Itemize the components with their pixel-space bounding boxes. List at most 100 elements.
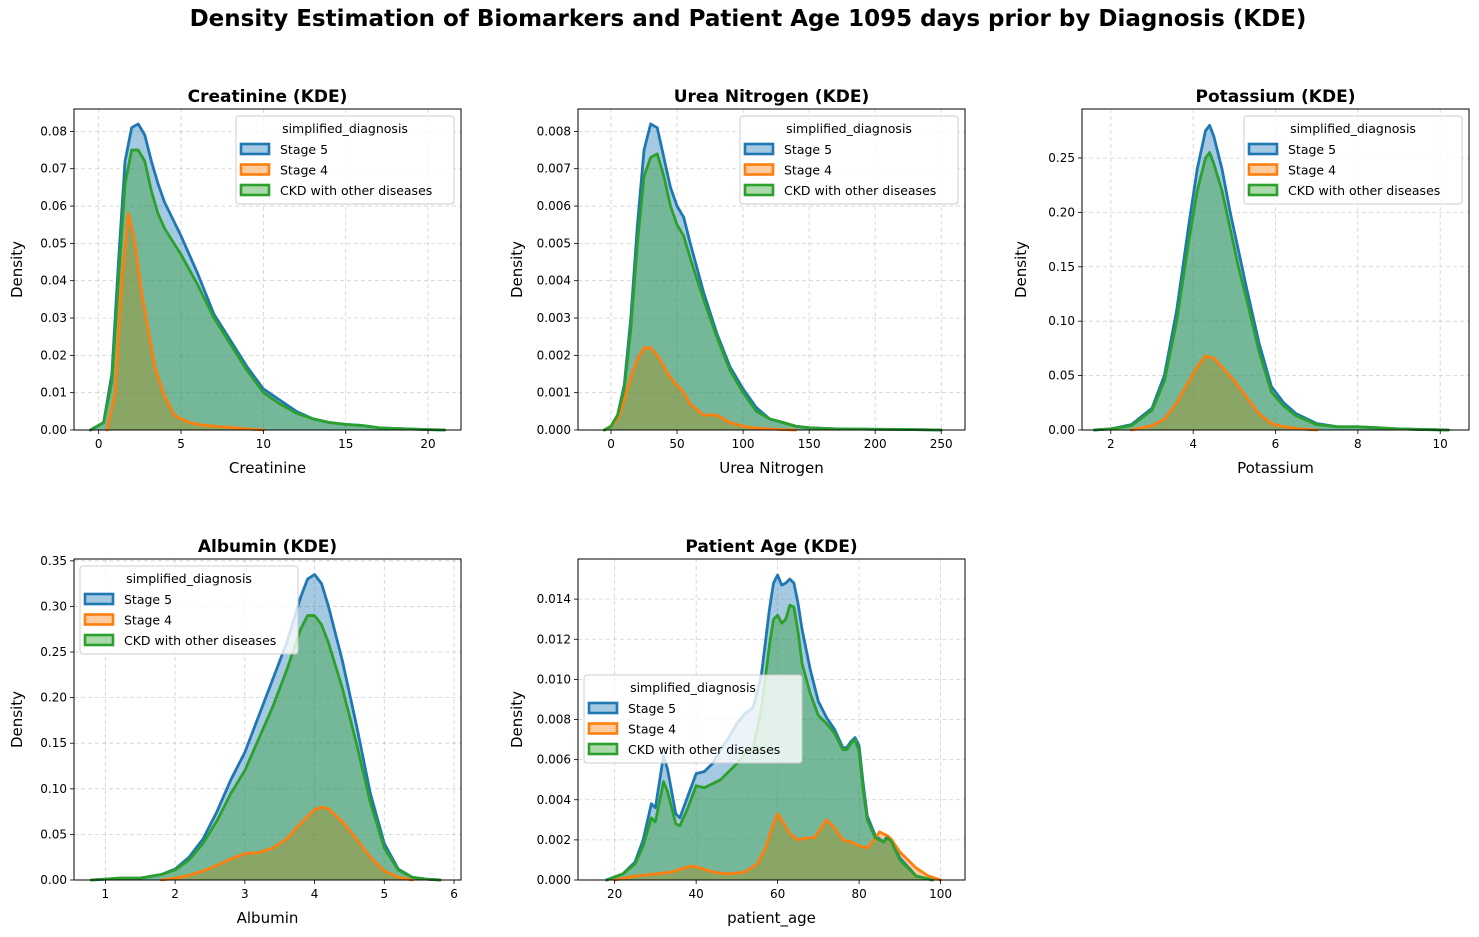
y-tick-label: 0.05 — [1048, 369, 1075, 383]
x-tick-label: 2 — [1107, 437, 1115, 451]
legend: simplified_diagnosis Stage 5 Stage 4 CKD wi… — [584, 675, 802, 763]
y-ticks: 0.000.050.100.150.200.25 — [1048, 151, 1082, 437]
legend-entry-label: CKD with other diseases — [124, 633, 276, 648]
series-area-3 — [91, 616, 440, 880]
x-tick-label: 10 — [256, 437, 271, 451]
x-tick-label: 6 — [1272, 437, 1280, 451]
legend-entry-label: Stage 4 — [628, 722, 676, 737]
legend-swatch — [85, 635, 113, 645]
y-tick-label: 0.006 — [537, 199, 571, 213]
legend-swatch — [589, 744, 617, 754]
y-tick-label: 0.007 — [537, 162, 571, 176]
x-axis-label: Albumin — [237, 909, 299, 927]
x-tick-label: 200 — [864, 437, 887, 451]
y-tick-label: 0.004 — [537, 793, 571, 807]
figure-title: Density Estimation of Biomarkers and Pat… — [0, 6, 1479, 32]
y-tick-label: 0.20 — [40, 691, 67, 705]
y-ticks: 0.00 0.01 0.02 0.03 0.04 0.05 0.06 0.07 0.08 — [40, 124, 74, 437]
y-tick-label: 0.003 — [537, 311, 571, 325]
x-ticks: 2 4 6 8 10 — [1107, 430, 1448, 451]
y-tick-label: 0.25 — [40, 645, 67, 659]
x-tick-label: 20 — [420, 437, 435, 451]
legend-entry-label: Stage 5 — [784, 142, 832, 157]
y-tick-label: 0.008 — [537, 124, 571, 138]
y-tick-label: 0.08 — [40, 124, 67, 138]
y-tick-label: 0.10 — [1048, 314, 1075, 328]
y-tick-label: 0.15 — [40, 736, 67, 750]
y-tick-label: 0.01 — [40, 386, 67, 400]
legend: simplified_diagnosis Stage 5 Stage 4 CKD wi… — [1244, 116, 1462, 204]
y-tick-label: 0.014 — [537, 592, 571, 606]
legend-entry-label: Stage 4 — [1288, 163, 1336, 178]
legend-swatch — [241, 165, 269, 175]
x-tick-label: 250 — [930, 437, 953, 451]
legend-swatch — [1249, 165, 1277, 175]
x-axis-label: Potassium — [1237, 459, 1314, 477]
y-tick-label: 0.20 — [1048, 205, 1075, 219]
legend-entry-label: Stage 5 — [628, 701, 676, 716]
y-axis-label: Density — [508, 691, 526, 748]
y-tick-label: 0.012 — [537, 632, 571, 646]
legend-title: simplified_diagnosis — [1290, 121, 1416, 136]
x-ticks: 0 5 10 15 20 — [95, 430, 436, 451]
x-tick-label: 0 — [95, 437, 103, 451]
y-tick-label: 0.02 — [40, 348, 67, 362]
x-tick-label: 3 — [241, 887, 249, 901]
x-tick-label: 6 — [450, 887, 458, 901]
y-axis-label: Density — [8, 691, 26, 748]
y-ticks: 0.0000.0020.0040.0060.0080.0100.0120.014 — [537, 592, 578, 887]
legend-title: simplified_diagnosis — [630, 680, 756, 695]
y-tick-label: 0.04 — [40, 274, 67, 288]
legend-entry-label: CKD with other diseases — [628, 742, 780, 757]
y-tick-label: 0.05 — [40, 827, 67, 841]
x-tick-label: 150 — [798, 437, 821, 451]
y-tick-label: 0.002 — [537, 348, 571, 362]
y-axis-label: Density — [8, 241, 26, 298]
legend: simplified_diagnosis Stage 5 Stage 4 CKD wi… — [80, 566, 298, 654]
y-tick-label: 0.010 — [537, 672, 571, 686]
chart-title: Creatinine (KDE) — [188, 87, 348, 107]
x-tick-label: 2 — [171, 887, 179, 901]
x-tick-label: 60 — [770, 887, 785, 901]
legend-swatch — [745, 185, 773, 195]
y-tick-label: 0.05 — [40, 236, 67, 250]
x-tick-label: 10 — [1433, 437, 1448, 451]
legend-swatch — [85, 615, 113, 625]
legend-swatch — [241, 185, 269, 195]
legend-entry-label: Stage 5 — [280, 142, 328, 157]
y-tick-label: 0.005 — [537, 236, 571, 250]
x-tick-label: 100 — [732, 437, 755, 451]
legend-entry-label: Stage 4 — [124, 613, 172, 628]
y-tick-label: 0.10 — [40, 782, 67, 796]
legend-entry-label: Stage 5 — [124, 592, 172, 607]
legend-swatch — [241, 144, 269, 154]
chart-panel-1: 0 5 10 15 20 0.00 0.01 0.02 0.03 0.04 0.05 0.06 0.07… — [74, 109, 461, 430]
x-tick-label: 5 — [380, 887, 388, 901]
y-tick-label: 0.004 — [537, 274, 571, 288]
x-tick-label: 4 — [1189, 437, 1197, 451]
x-tick-label: 5 — [177, 437, 185, 451]
x-tick-label: 20 — [607, 887, 622, 901]
legend: simplified_diagnosis Stage 5 Stage 4 CKD wi… — [236, 116, 454, 204]
y-tick-label: 0.001 — [537, 386, 571, 400]
x-tick-label: 50 — [669, 437, 684, 451]
y-tick-label: 0.000 — [537, 873, 571, 887]
y-ticks: 0.0000.0010.0020.0030.0040.0050.0060.007… — [537, 124, 578, 437]
legend-title: simplified_diagnosis — [282, 121, 408, 136]
y-axis-label: Density — [508, 241, 526, 298]
x-axis-label: Creatinine — [229, 459, 306, 477]
y-tick-label: 0.002 — [537, 833, 571, 847]
x-ticks: 0 50 100 150 200 250 — [607, 430, 952, 451]
chart-title: Urea Nitrogen (KDE) — [674, 87, 870, 107]
chart-panel-3: 2 4 6 8 10 0.00 0.05 0.10 0.15 0.20 0.25 Potassium … — [1082, 109, 1469, 430]
chart-panel-5: 20 40 60 80 1000.0000.0020.0040.0060.0080.01… — [578, 559, 965, 880]
y-tick-label: 0.07 — [40, 162, 67, 176]
legend-entry-label: Stage 4 — [280, 163, 328, 178]
legend-swatch — [1249, 144, 1277, 154]
y-tick-label: 0.15 — [1048, 260, 1075, 274]
legend-entry-label: Stage 4 — [784, 163, 832, 178]
legend-swatch — [745, 144, 773, 154]
legend-swatch — [1249, 185, 1277, 195]
chart-title: Albumin (KDE) — [198, 537, 337, 557]
chart-panel-2: 0 50 100 150 200 250 0.000 0.001 0.002 0.003 0.004… — [578, 109, 965, 430]
